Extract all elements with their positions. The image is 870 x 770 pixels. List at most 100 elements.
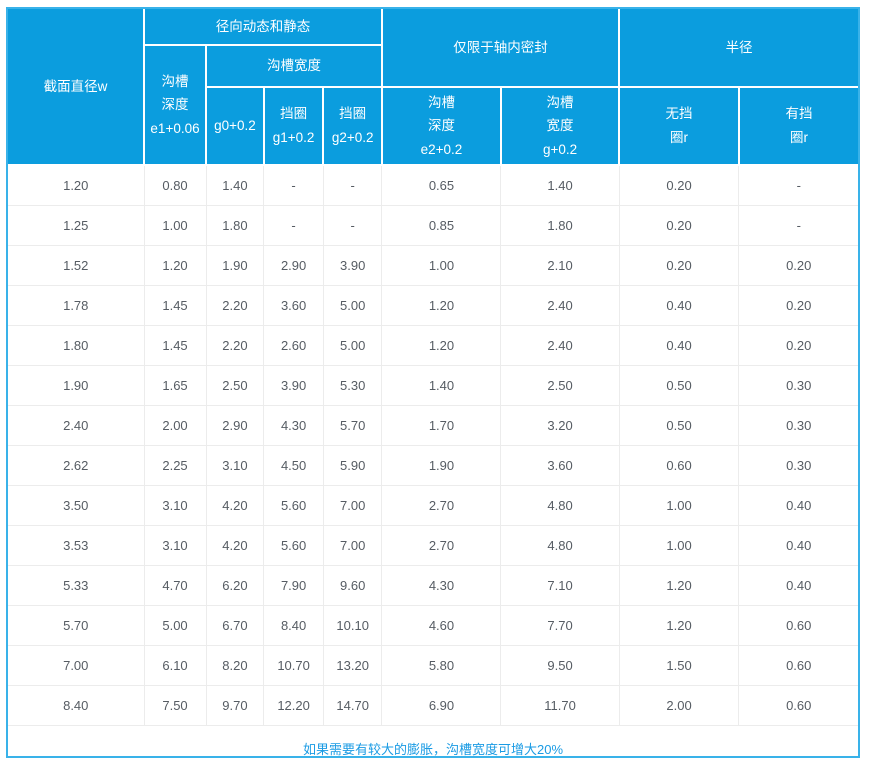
table-cell: 0.30: [739, 366, 858, 406]
table-cell: 4.80: [501, 486, 619, 526]
table-cell: 11.70: [501, 686, 619, 726]
header-radius-without-backup-ring: 无挡 圈r: [619, 87, 739, 165]
table-cell: 1.80: [8, 326, 144, 366]
table-cell: 6.70: [206, 606, 264, 646]
table-cell: 5.90: [323, 446, 382, 486]
table-cell: 6.20: [206, 566, 264, 606]
table-cell: 2.60: [264, 326, 324, 366]
table-cell: 4.60: [382, 606, 501, 646]
table-cell: 2.50: [501, 366, 619, 406]
table-cell: 0.85: [382, 206, 501, 246]
table-cell: 10.10: [323, 606, 382, 646]
table-cell: 1.00: [382, 246, 501, 286]
table-cell: 1.20: [382, 326, 501, 366]
table-cell: 3.60: [501, 446, 619, 486]
table-cell: 1.65: [144, 366, 206, 406]
table-cell: 7.70: [501, 606, 619, 646]
table-cell: -: [264, 206, 324, 246]
table-cell: 2.70: [382, 526, 501, 566]
table-cell: 0.80: [144, 165, 206, 206]
table-cell: 4.20: [206, 526, 264, 566]
table-cell: 1.80: [501, 206, 619, 246]
table-cell: 1.20: [144, 246, 206, 286]
table-cell: 5.00: [323, 326, 382, 366]
header-group-axial-seal-only: 仅限于轴内密封: [382, 9, 619, 87]
table-cell: 2.00: [144, 406, 206, 446]
table-cell: 7.10: [501, 566, 619, 606]
header-group-radial-dynamic-static: 径向动态和静态: [144, 9, 382, 45]
table-cell: 3.10: [144, 526, 206, 566]
header-radius-with-backup-ring: 有挡 圈r: [739, 87, 858, 165]
table-cell: 0.60: [739, 606, 858, 646]
table-cell: 2.70: [382, 486, 501, 526]
table-cell: 2.20: [206, 326, 264, 366]
table-cell: 0.60: [739, 646, 858, 686]
table-cell: 4.30: [264, 406, 324, 446]
table-cell: 4.80: [501, 526, 619, 566]
table-cell: 1.50: [619, 646, 739, 686]
table-cell: 0.50: [619, 366, 739, 406]
table-cell: 2.25: [144, 446, 206, 486]
table-cell: 4.20: [206, 486, 264, 526]
table-cell: 2.50: [206, 366, 264, 406]
table-cell: 5.00: [323, 286, 382, 326]
table-cell: 0.30: [739, 446, 858, 486]
table-cell: 5.70: [8, 606, 144, 646]
table-cell: -: [323, 165, 382, 206]
table-cell: 2.62: [8, 446, 144, 486]
table-cell: 1.40: [206, 165, 264, 206]
table-cell: 2.40: [501, 286, 619, 326]
table-cell: 2.90: [206, 406, 264, 446]
table-cell: 3.90: [264, 366, 324, 406]
table-cell: 1.78: [8, 286, 144, 326]
header-backup-ring-g1: 挡圈 g1+0.2: [264, 87, 324, 165]
table-cell: 1.90: [206, 246, 264, 286]
table-cell: 0.20: [619, 246, 739, 286]
table-cell: 3.10: [206, 446, 264, 486]
table-cell: 3.90: [323, 246, 382, 286]
table-cell: 8.20: [206, 646, 264, 686]
dimension-table-container: 截面直径w 径向动态和静态 仅限于轴内密封 半径 沟槽 深度 e1+0.06 沟…: [6, 7, 860, 758]
table-cell: -: [264, 165, 324, 206]
table-cell: 5.60: [264, 526, 324, 566]
table-cell: 3.50: [8, 486, 144, 526]
table-cell: 0.40: [619, 286, 739, 326]
header-group-groove-width: 沟槽宽度: [206, 45, 382, 87]
table-cell: 0.20: [739, 286, 858, 326]
table-cell: -: [323, 206, 382, 246]
header-g0: g0+0.2: [206, 87, 264, 165]
table-cell: 5.30: [323, 366, 382, 406]
table-cell: 13.20: [323, 646, 382, 686]
table-cell: 9.70: [206, 686, 264, 726]
table-cell: 0.20: [619, 165, 739, 206]
table-cell: 3.10: [144, 486, 206, 526]
footer-note: 如果需要有较大的膨胀，沟槽宽度可增大20%: [8, 726, 858, 770]
header-cross-section-diameter: 截面直径w: [8, 9, 144, 165]
table-cell: 9.60: [323, 566, 382, 606]
table-cell: 6.90: [382, 686, 501, 726]
table-cell: 0.40: [739, 526, 858, 566]
table-cell: 8.40: [264, 606, 324, 646]
header-group-radius: 半径: [619, 9, 858, 87]
oring-groove-dimension-table: 截面直径w 径向动态和静态 仅限于轴内密封 半径 沟槽 深度 e1+0.06 沟…: [8, 9, 858, 770]
table-cell: 0.30: [739, 406, 858, 446]
table-cell: 0.65: [382, 165, 501, 206]
table-cell: 1.00: [144, 206, 206, 246]
table-cell: 0.60: [619, 446, 739, 486]
table-cell: 0.20: [619, 206, 739, 246]
table-cell: 9.50: [501, 646, 619, 686]
table-cell: 1.20: [8, 165, 144, 206]
table-cell: 3.53: [8, 526, 144, 566]
table-cell: 1.90: [382, 446, 501, 486]
table-cell: 1.00: [619, 526, 739, 566]
